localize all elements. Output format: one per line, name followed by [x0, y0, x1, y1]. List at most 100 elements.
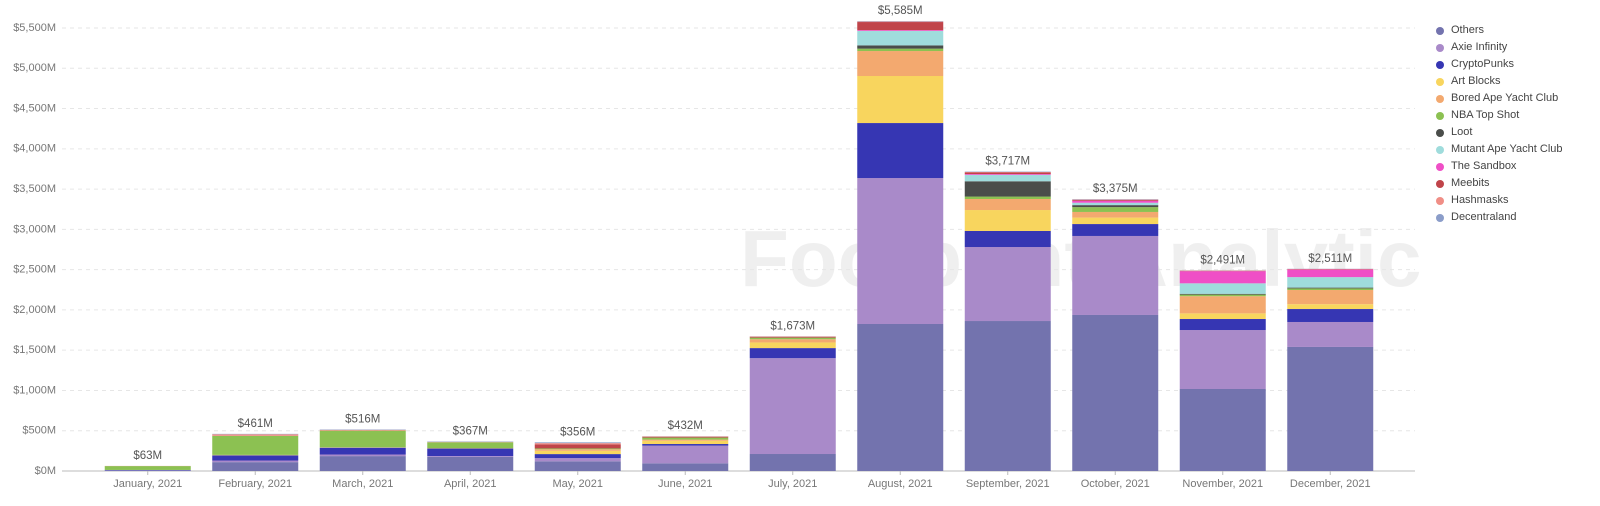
legend-item[interactable]: Decentraland: [1436, 211, 1566, 224]
y-tick-label: $4,500M: [13, 102, 56, 114]
total-label: $3,717M: [985, 156, 1030, 168]
bar-segment: [534, 461, 621, 471]
bar-segment: [319, 429, 406, 431]
bar-segment: [534, 442, 621, 444]
bar-segment: [749, 337, 836, 340]
bar-segment: [857, 51, 944, 77]
legend-label: Loot: [1451, 126, 1473, 138]
total-label: $356M: [560, 426, 595, 438]
legend-label: Others: [1451, 24, 1485, 36]
y-tick-label: $4,000M: [13, 143, 56, 155]
legend-marker: [1436, 197, 1444, 205]
bar-segment: [749, 358, 836, 455]
bar-segment: [857, 45, 944, 49]
y-tick-label: $500M: [22, 425, 56, 437]
bar-segment: [427, 448, 514, 457]
bar-segment: [964, 210, 1051, 231]
legend-marker: [1436, 129, 1444, 137]
bar-segment: [642, 444, 729, 446]
bar-segment: [857, 30, 944, 31]
legend-item[interactable]: NBA Top Shot: [1436, 109, 1566, 122]
bar-segment: [1072, 224, 1159, 236]
bar-segment: [1179, 283, 1266, 294]
legend-label: Art Blocks: [1451, 75, 1501, 87]
bar-segment: [212, 434, 299, 436]
bar-segment: [319, 430, 406, 448]
bar-segment: [857, 76, 944, 124]
legend-item[interactable]: Bored Ape Yacht Club: [1436, 92, 1566, 105]
x-tick-label: July, 2021: [768, 478, 817, 490]
bar-segment: [1287, 269, 1374, 278]
bar-segment: [1287, 288, 1374, 291]
legend-item[interactable]: CryptoPunks: [1436, 58, 1566, 71]
legend-marker: [1436, 112, 1444, 120]
total-label: $63M: [133, 450, 162, 462]
legend-marker: [1436, 180, 1444, 188]
legend-label: Decentraland: [1451, 211, 1517, 223]
bar-segment: [1179, 294, 1266, 297]
legend-item[interactable]: Mutant Ape Yacht Club: [1436, 143, 1566, 156]
bar-segment: [534, 443, 621, 445]
bar-segment: [857, 22, 944, 31]
legend-marker: [1436, 61, 1444, 69]
bar-segment: [964, 247, 1051, 322]
legend-item[interactable]: Loot: [1436, 126, 1566, 139]
bar-segment: [964, 321, 1051, 471]
legend-item[interactable]: Art Blocks: [1436, 75, 1566, 88]
total-label: $432M: [668, 420, 703, 432]
x-tick-label: December, 2021: [1290, 478, 1371, 490]
bar-segment: [1287, 304, 1374, 310]
legend-item[interactable]: Others: [1436, 24, 1566, 37]
bar-segment: [212, 462, 299, 471]
legend-item[interactable]: Axie Infinity: [1436, 41, 1566, 54]
x-tick-label: January, 2021: [113, 478, 182, 490]
bar-segment: [212, 455, 299, 461]
bar-segment: [1287, 287, 1374, 289]
bar-segment: [642, 437, 729, 440]
bar-segment: [212, 460, 299, 463]
bar-segment: [427, 442, 514, 449]
legend-marker: [1436, 163, 1444, 171]
legend-marker: [1436, 27, 1444, 35]
total-label: $5,585M: [878, 5, 923, 17]
bar-segment: [534, 458, 621, 462]
bar-segment: [857, 30, 944, 46]
y-tick-label: $1,500M: [13, 344, 56, 356]
bar-segment: [1179, 296, 1266, 314]
legend-label: CryptoPunks: [1451, 58, 1514, 70]
bar-segment: [857, 48, 944, 52]
bar-segment: [964, 196, 1051, 199]
legend-marker: [1436, 78, 1444, 86]
x-tick-label: November, 2021: [1182, 478, 1263, 490]
legend-item[interactable]: Meebits: [1436, 177, 1566, 190]
x-tick-label: October, 2021: [1081, 478, 1150, 490]
bar-segment: [642, 445, 729, 464]
bar-segment: [749, 348, 836, 359]
y-tick-label: $5,500M: [13, 22, 56, 34]
total-label: $3,375M: [1093, 183, 1138, 195]
bar-segment: [964, 181, 1051, 197]
x-tick-label: August, 2021: [868, 478, 933, 490]
bar-segment: [1072, 202, 1159, 206]
bar-segment: [534, 448, 621, 450]
bar-segment: [1072, 314, 1159, 471]
bar-segment: [964, 174, 1051, 175]
bar-segment: [1072, 199, 1159, 201]
legend-item[interactable]: Hashmasks: [1436, 194, 1566, 207]
legend-label: Hashmasks: [1451, 194, 1509, 206]
bar-segment: [534, 444, 621, 449]
bar-segment: [1072, 211, 1159, 218]
legend-label: The Sandbox: [1451, 160, 1517, 172]
legend: Others Axie Infinity CryptoPunks Art Blocks…: [1436, 24, 1566, 228]
bar-segment: [1179, 271, 1266, 284]
x-tick-label: September, 2021: [966, 478, 1050, 490]
x-tick-label: April, 2021: [444, 478, 497, 490]
bar-segment: [1072, 207, 1159, 212]
bar-segment: [1179, 319, 1266, 331]
bar-segment: [212, 435, 299, 455]
bar-segment: [1179, 389, 1266, 471]
x-tick-label: March, 2021: [332, 478, 393, 490]
bar-segment: [319, 454, 406, 457]
legend-item[interactable]: The Sandbox: [1436, 160, 1566, 173]
